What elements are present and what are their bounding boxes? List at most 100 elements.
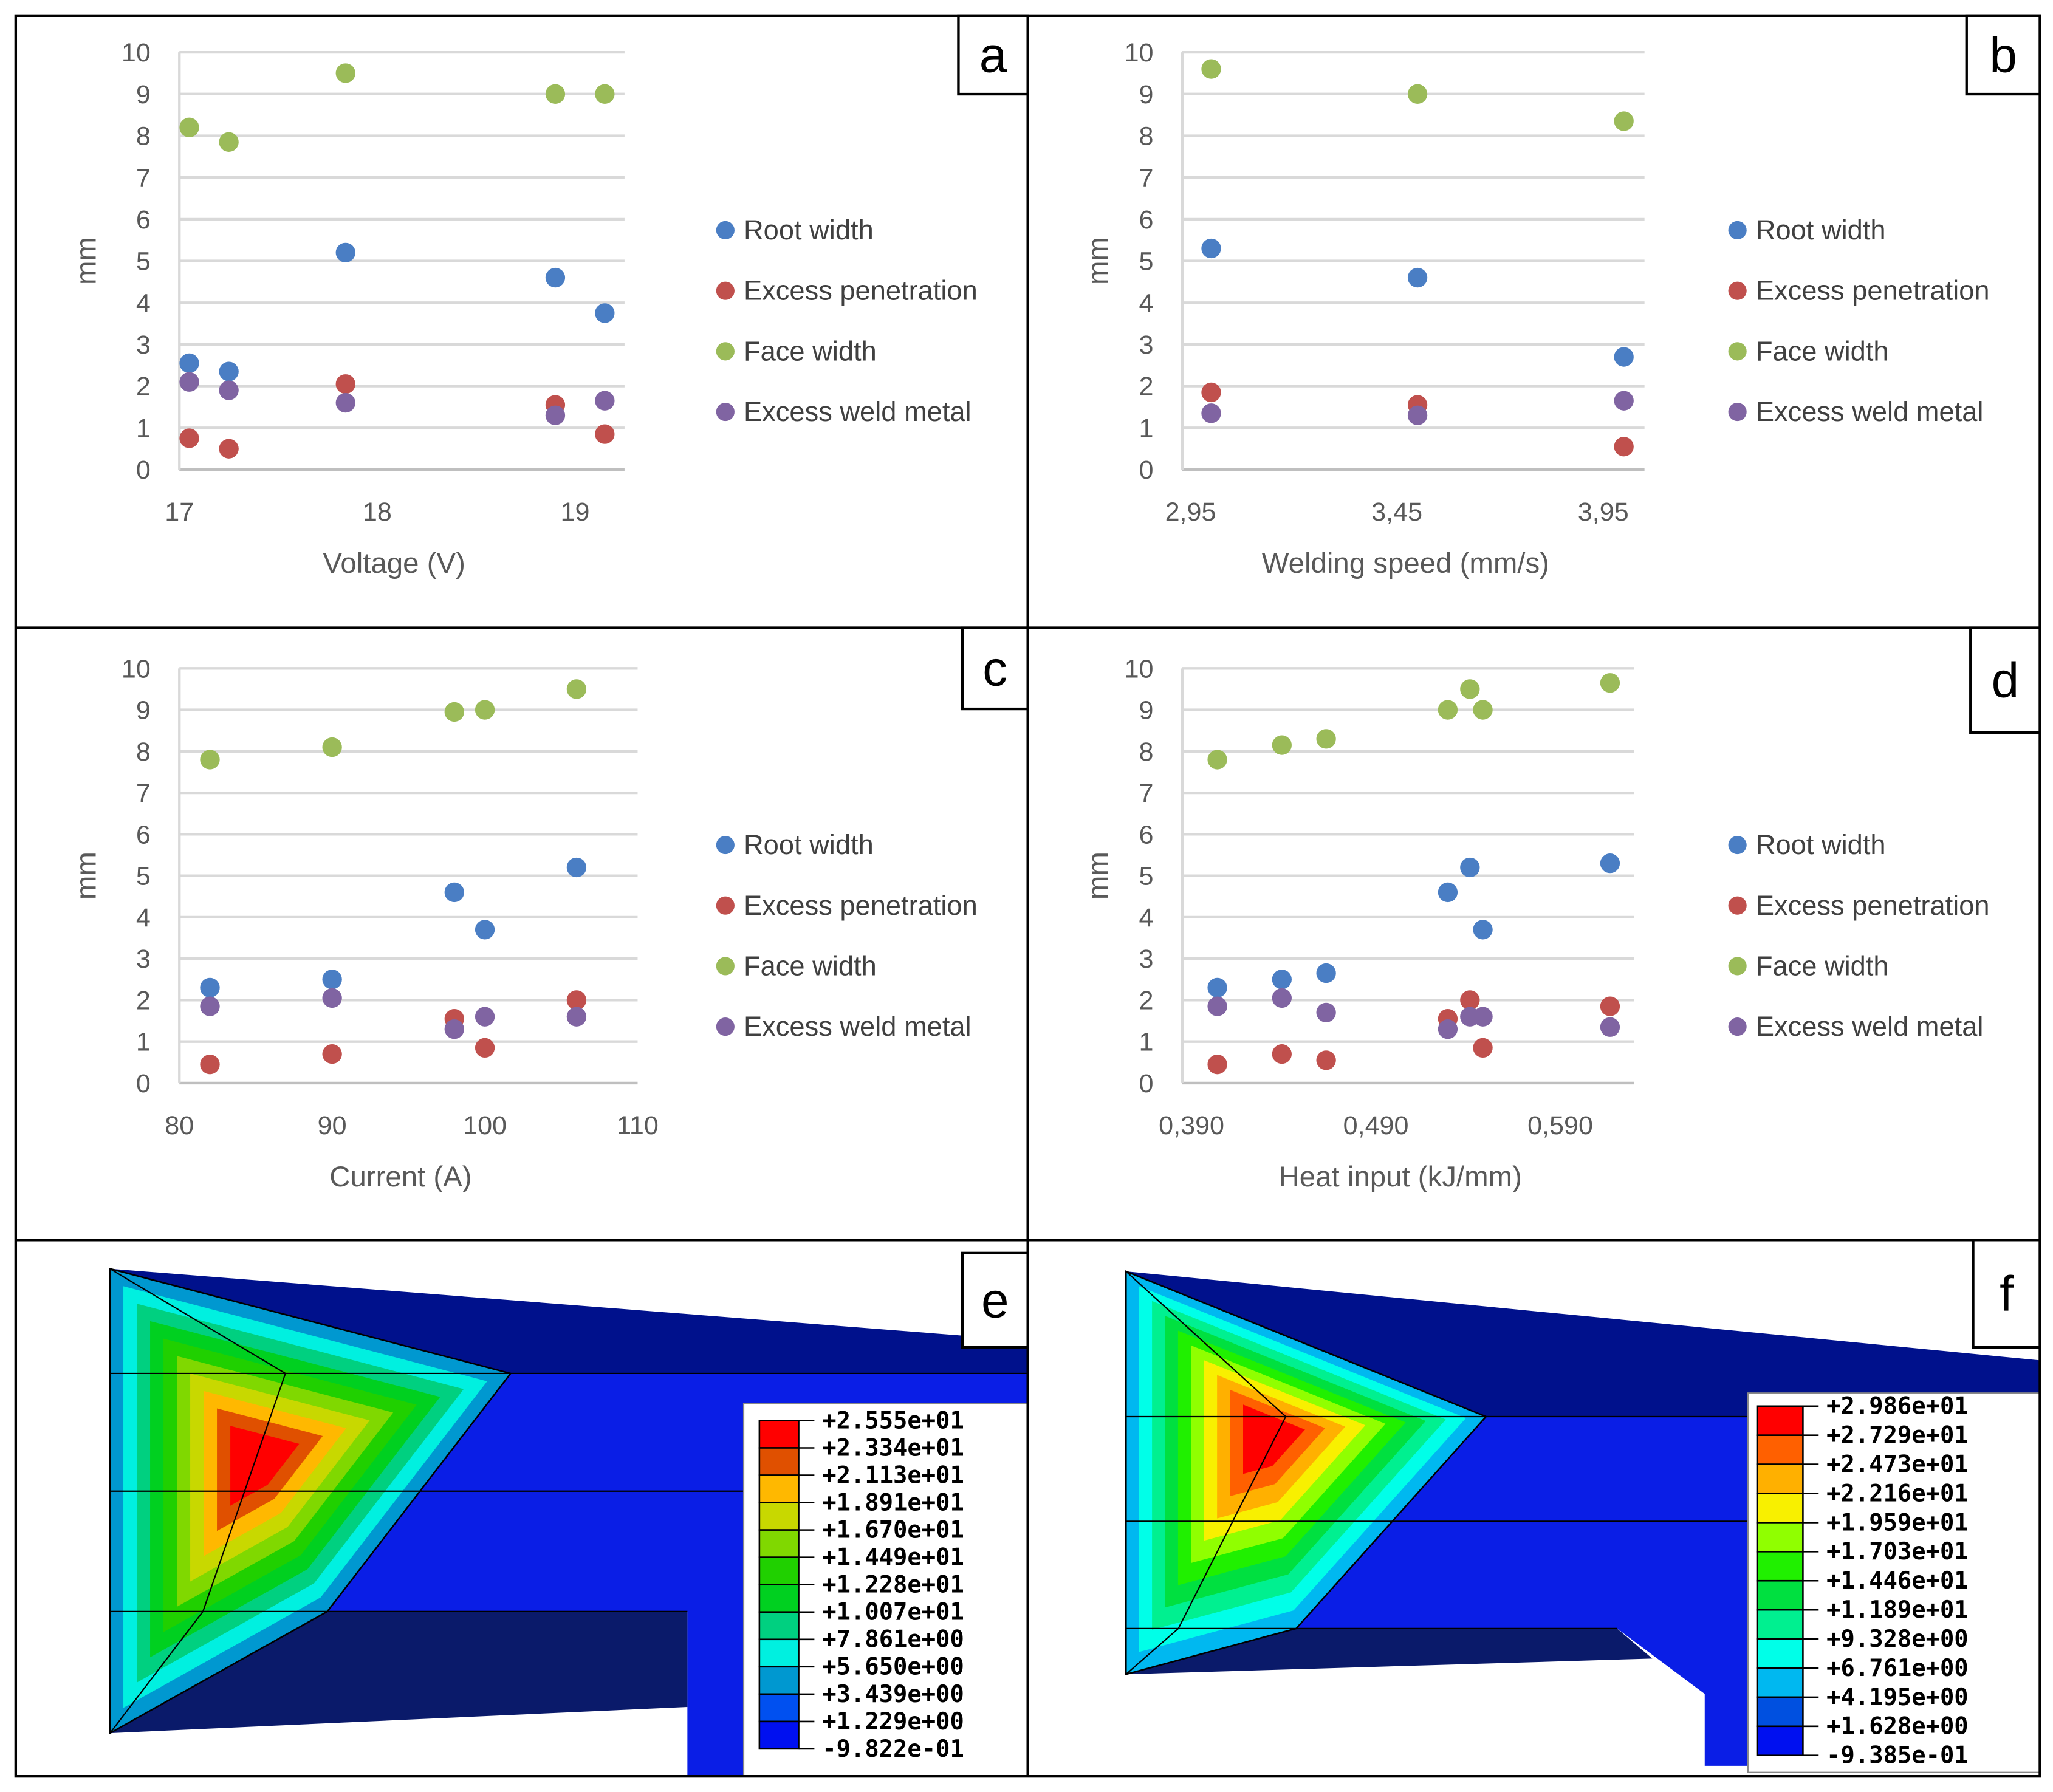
x-tick-label: 0,490: [1343, 1111, 1409, 1140]
legend-value: +1.446e+01: [1826, 1567, 1968, 1595]
data-point-root-width: [1460, 857, 1480, 878]
fea-panels: +2.555e+01+2.334e+01+2.113e+01+1.891e+01…: [15, 1240, 2041, 1777]
legend-color-swatch: [758, 1474, 800, 1503]
data-point-excess-weld-metal: [1407, 405, 1428, 425]
data-point-root-width: [200, 977, 220, 998]
data-point-face-width: [1407, 84, 1428, 104]
legend-color-swatch: [758, 1584, 800, 1613]
data-point-excess-penetration: [322, 1044, 342, 1064]
y-tick-label: 5: [1139, 247, 1154, 276]
y-tick-label: 7: [136, 163, 151, 193]
legend-color-swatch: [1756, 1405, 1804, 1436]
legend-value: +2.334e+01: [822, 1434, 964, 1462]
legend-value: +6.761e+00: [1826, 1655, 1968, 1682]
legend-marker: [1728, 281, 1747, 300]
legend-label: Excess penetration: [1756, 890, 1990, 921]
data-point-excess-weld-metal: [595, 391, 615, 411]
data-point-face-width: [1272, 735, 1292, 755]
y-tick-label: 5: [136, 862, 151, 891]
y-tick-label: 3: [136, 330, 151, 360]
y-tick-label: 1: [136, 414, 151, 443]
y-tick-label: 8: [1139, 737, 1154, 767]
legend-label: Excess penetration: [744, 275, 978, 306]
y-tick-label: 7: [136, 779, 151, 808]
x-tick-label: 17: [165, 498, 194, 527]
data-point-excess-weld-metal: [1600, 1017, 1620, 1037]
data-point-excess-weld-metal: [1201, 403, 1221, 423]
panel-label-box: [1965, 14, 2041, 96]
legend-color-swatch: [758, 1502, 800, 1531]
y-tick-label: 4: [136, 289, 151, 318]
legend-value: +5.650e+00: [822, 1653, 964, 1681]
data-point-root-width: [1207, 977, 1227, 998]
legend-label: Excess penetration: [744, 890, 978, 921]
legend-marker: [1728, 957, 1747, 976]
chart-b: 0 1 2 3 4 5 6 7 8 9 10 2,95 3,45 3,95 Welding speed (m…: [1082, 38, 1989, 580]
data-point-root-width: [566, 857, 587, 878]
x-tick-label: 90: [318, 1111, 347, 1140]
x-tick-label: 3,45: [1371, 498, 1422, 527]
legend-value: +1.703e+01: [1826, 1538, 1968, 1565]
chart-a: 0 1 2 3 4 5 6 7 8 9 10 17 18 19 Voltage (V) mm Root widt…: [70, 38, 977, 580]
data-point-face-width: [444, 702, 464, 722]
data-point-face-width: [1473, 700, 1493, 720]
legend-color-swatch: [758, 1556, 800, 1585]
legend-color-swatch: [1756, 1463, 1804, 1494]
data-point-root-width: [595, 303, 615, 323]
legend-marker: [716, 402, 735, 422]
top-plate: [1126, 1271, 2040, 1417]
legend-label: Excess weld metal: [744, 1011, 972, 1042]
mesh-line: [1177, 1416, 1287, 1629]
data-point-face-width: [566, 679, 587, 699]
panel-label-f: f: [2000, 1267, 2014, 1322]
x-tick-label: 100: [463, 1111, 507, 1140]
legend-color-swatch: [758, 1611, 800, 1641]
y-tick-label: 0: [136, 456, 151, 485]
legend-value: +3.439e+00: [822, 1681, 964, 1708]
contour-legend: +2.986e+01+2.729e+01+2.473e+01+2.216e+01…: [1747, 1392, 2041, 1773]
panel-label-box: [961, 1251, 1029, 1349]
data-point-root-width: [545, 267, 566, 288]
mesh-line: [109, 1268, 286, 1374]
legend-value: +2.113e+01: [822, 1462, 964, 1489]
data-point-root-width: [475, 920, 495, 940]
x-tick-label: 19: [561, 498, 590, 527]
data-point-excess-weld-metal: [1473, 1007, 1493, 1027]
legend-marker: [716, 281, 735, 300]
x-tick-label: 80: [165, 1111, 194, 1140]
y-tick-label: 10: [122, 654, 151, 683]
data-point-face-width: [1438, 700, 1458, 720]
data-point-excess-penetration: [335, 374, 355, 394]
legend-value: +1.891e+01: [822, 1489, 964, 1517]
data-point-excess-penetration: [179, 428, 199, 448]
legend-marker: [716, 957, 735, 976]
legend-value: +1.229e+00: [822, 1708, 964, 1736]
y-axis-title: mm: [1082, 237, 1114, 285]
data-point-face-width: [1600, 673, 1620, 693]
legend-marker: [1728, 402, 1747, 422]
legend-label: Excess weld metal: [1756, 1011, 1984, 1042]
legend-label: Root width: [744, 214, 874, 245]
data-point-root-width: [1316, 963, 1336, 983]
top-plate: [110, 1268, 1028, 1373]
y-tick-label: 1: [1139, 414, 1154, 443]
legend-marker: [716, 1017, 735, 1036]
y-tick-label: 2: [1139, 986, 1154, 1015]
data-point-excess-penetration: [1272, 1044, 1292, 1064]
legend-value: +2.555e+01: [822, 1407, 964, 1434]
data-point-excess-weld-metal: [1438, 1019, 1458, 1039]
y-tick-label: 0: [136, 1069, 151, 1098]
legend-marker: [716, 342, 735, 361]
panel-label-a: a: [979, 27, 1007, 83]
legend-value: +1.189e+01: [1826, 1596, 1968, 1624]
legend-label: Face width: [744, 335, 877, 366]
legend-marker: [716, 896, 735, 915]
data-point-root-width: [322, 970, 342, 990]
data-point-root-width: [179, 353, 199, 374]
data-point-excess-weld-metal: [200, 996, 220, 1016]
data-point-root-width: [335, 242, 355, 262]
legend-label: Face width: [744, 951, 877, 982]
y-tick-label: 1: [136, 1028, 151, 1057]
y-tick-label: 2: [136, 986, 151, 1015]
legend-value: +2.216e+01: [1826, 1480, 1968, 1507]
